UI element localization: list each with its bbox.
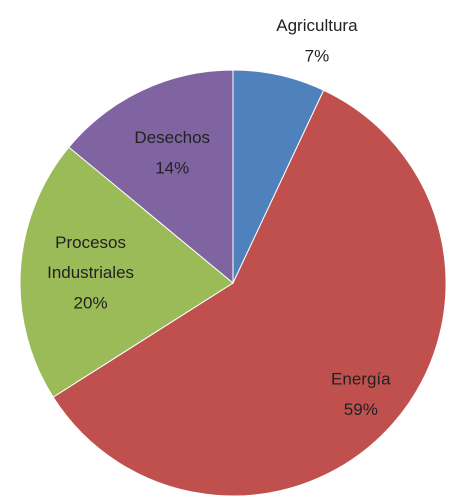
pie-slice (19, 146, 234, 398)
value-label: 7% (305, 46, 330, 65)
value-label: 59% (344, 400, 378, 419)
pie-slice (68, 69, 234, 285)
category-label: Procesos Industriales (47, 234, 134, 283)
value-label: 14% (155, 158, 189, 177)
category-label: Desechos (134, 128, 210, 147)
pie-slice (52, 89, 447, 497)
category-label: Energía (331, 370, 391, 389)
category-label: Agricultura (276, 16, 358, 35)
value-label: 20% (74, 294, 108, 313)
